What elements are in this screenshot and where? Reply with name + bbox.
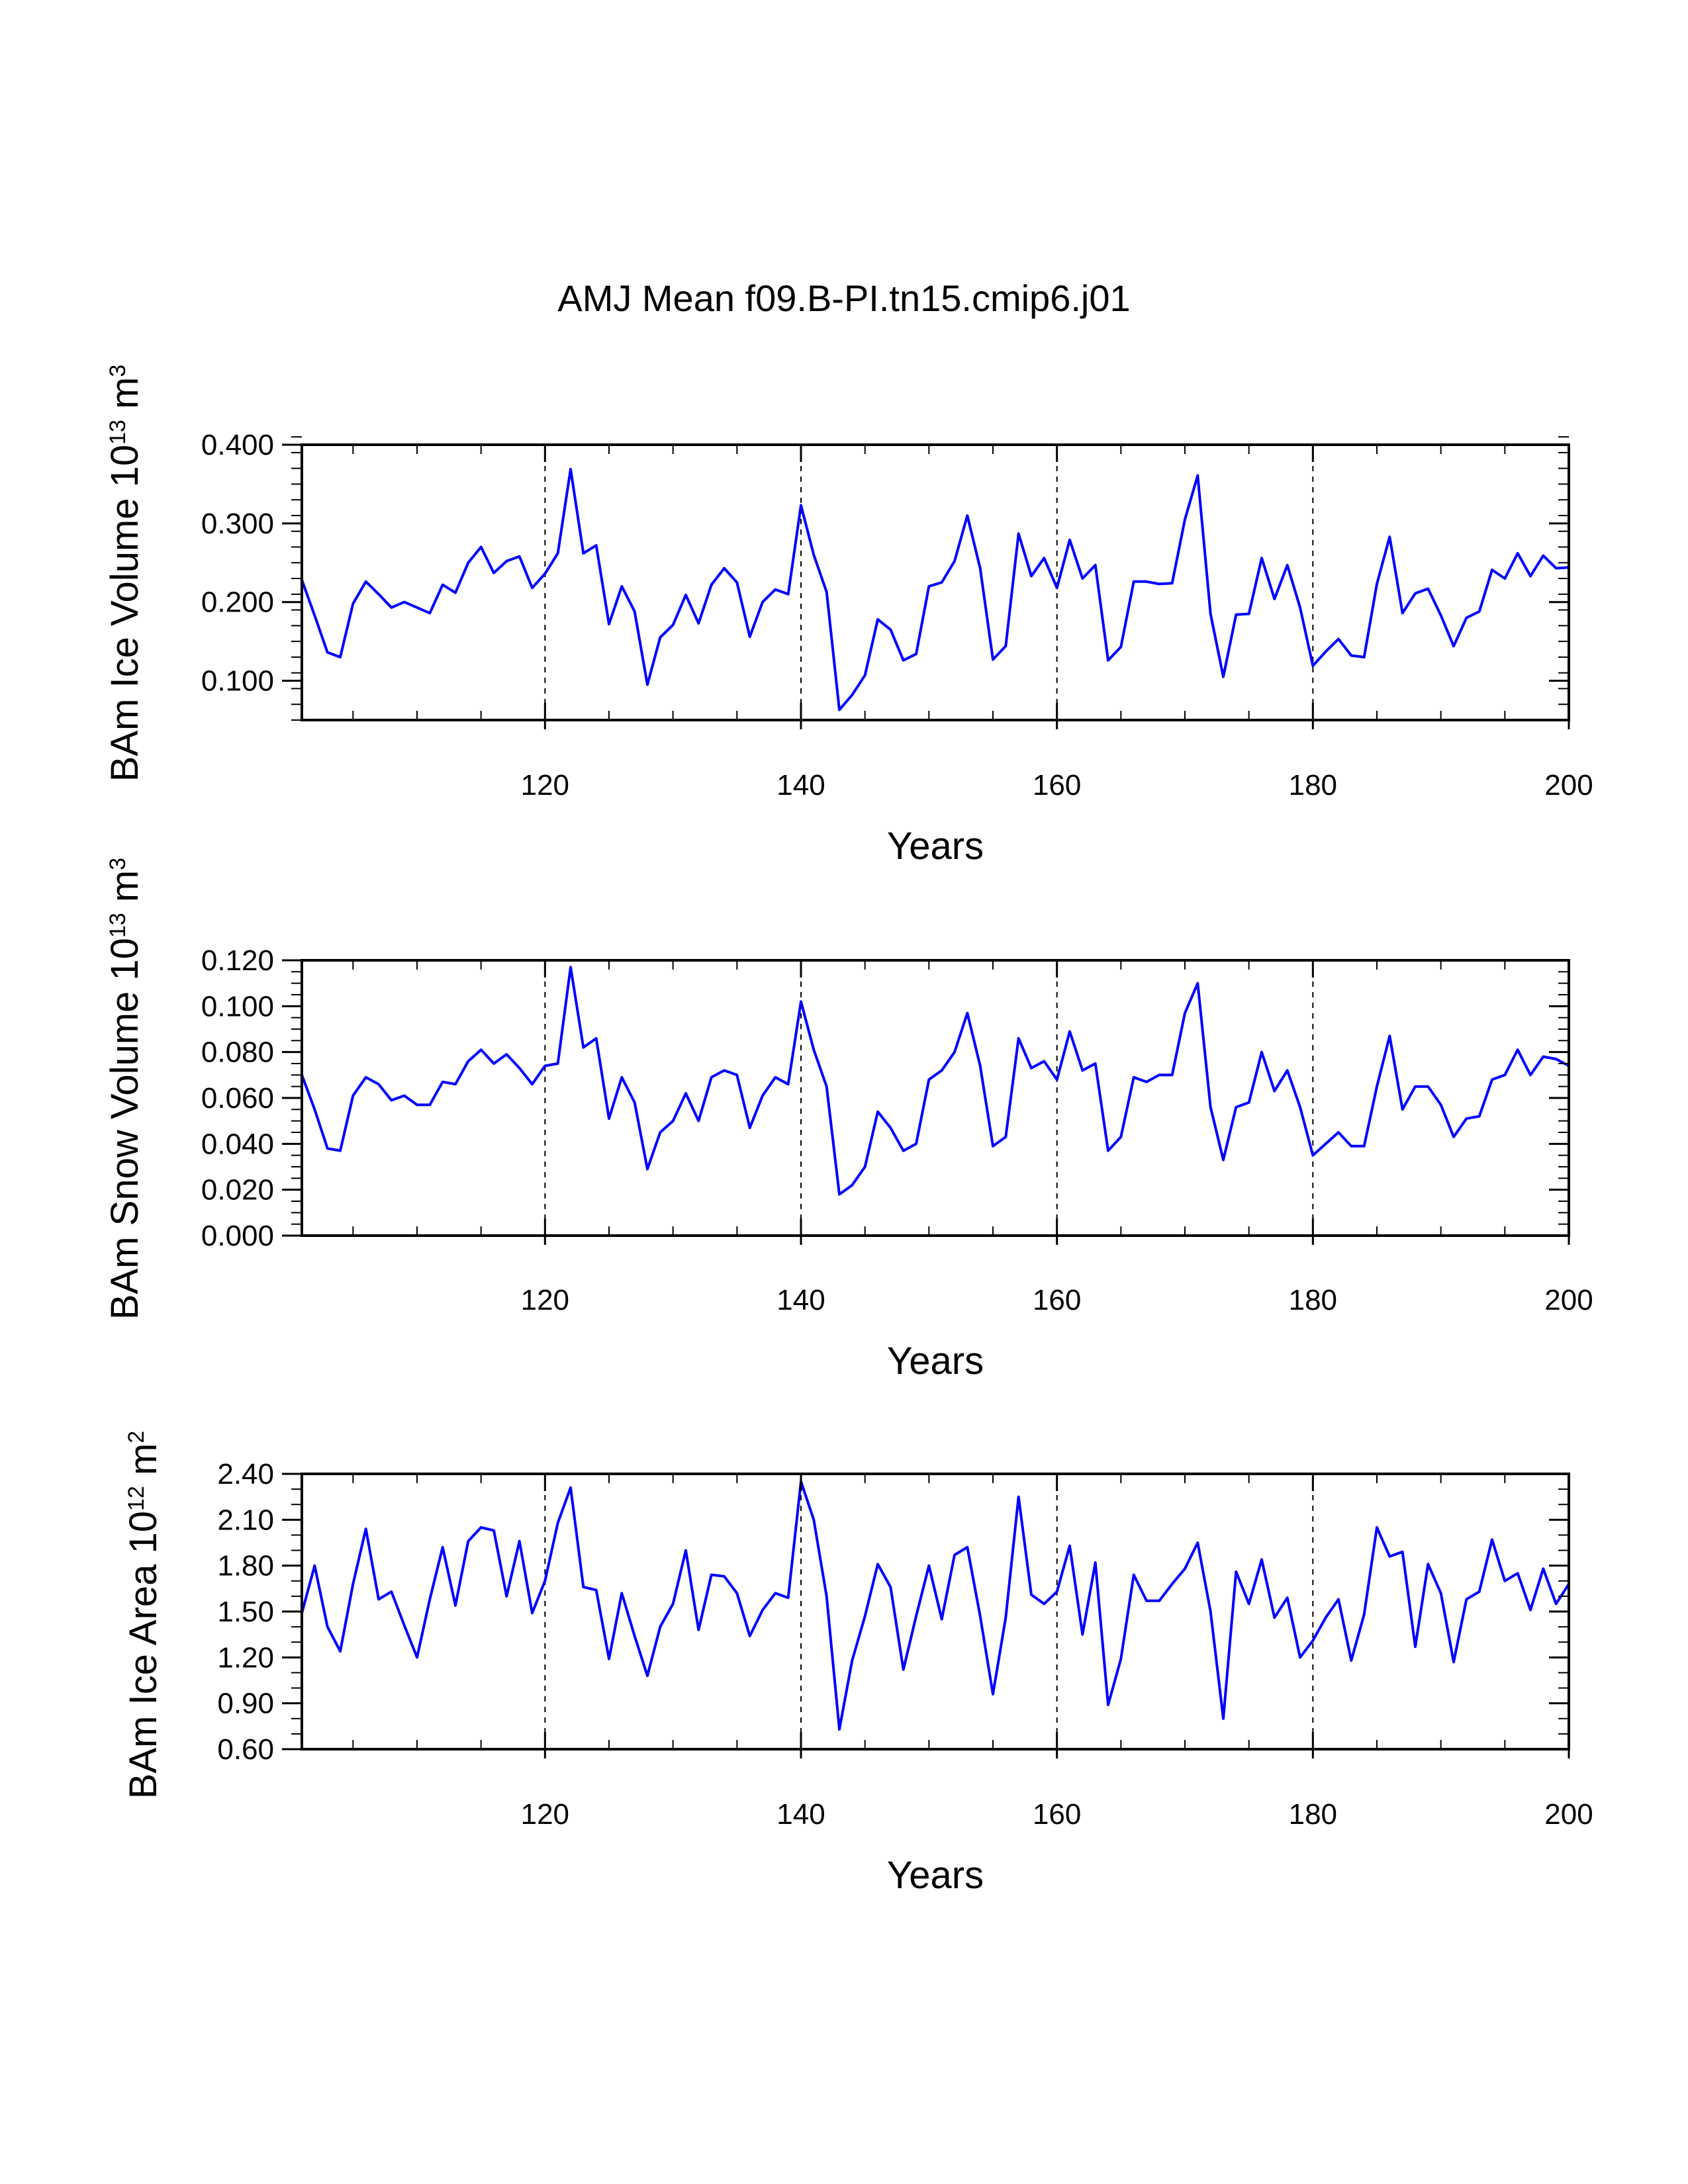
y-tick-label: 0.020 <box>201 1174 274 1206</box>
plot-frame <box>301 959 1570 1237</box>
x-axis-title: Years <box>887 825 984 868</box>
y-tick-label: 0.400 <box>201 429 274 461</box>
y-tick-label: 0.100 <box>201 990 274 1023</box>
y-tick-label: 2.10 <box>217 1504 274 1536</box>
y-tick-label: 0.080 <box>201 1036 274 1069</box>
y-tick-label: 0.120 <box>201 944 274 977</box>
x-tick-label: 200 <box>1544 1284 1593 1316</box>
y-tick-label: 0.100 <box>201 665 274 698</box>
data-line <box>301 467 1570 711</box>
y-tick-label: 1.50 <box>217 1596 274 1628</box>
x-tick-label: 180 <box>1289 769 1337 801</box>
x-tick-label: 200 <box>1544 1798 1593 1831</box>
y-tick-label: 0.040 <box>201 1128 274 1160</box>
x-tick-label: 140 <box>776 769 825 801</box>
data-line <box>301 1480 1570 1731</box>
y-axis-title: BAm Ice Area 1012 m2 <box>122 1431 165 1799</box>
y-tick-label: 1.80 <box>217 1550 274 1582</box>
y-tick-label: 1.20 <box>217 1641 274 1674</box>
plot-frame <box>301 1473 1570 1751</box>
plot-frame <box>301 443 1570 721</box>
x-tick-label: 180 <box>1289 1798 1337 1831</box>
x-axis-title: Years <box>887 1854 984 1897</box>
x-axis-title: Years <box>887 1340 984 1383</box>
x-tick-label: 140 <box>776 1284 825 1316</box>
y-tick-label: 0.60 <box>217 1733 274 1766</box>
x-tick-label: 120 <box>521 769 569 801</box>
x-tick-label: 160 <box>1033 769 1081 801</box>
y-tick-label: 0.90 <box>217 1688 274 1720</box>
x-tick-label: 120 <box>521 1284 569 1316</box>
y-tick-label: 2.40 <box>217 1458 274 1490</box>
panel-ice-area: 120 140 160 180 200 0.60 0.90 1.20 1.50 1.80 2.10 2… <box>122 1431 1593 1897</box>
y-tick-label: 0.000 <box>201 1220 274 1252</box>
data-line <box>301 966 1570 1196</box>
x-tick-label: 160 <box>1033 1798 1081 1831</box>
y-axis-title: BAm Snow Volume 1013 m3 <box>103 858 146 1320</box>
y-axis-title: BAm Ice Volume 1013 m3 <box>103 365 146 782</box>
y-tick-label: 0.200 <box>201 586 274 619</box>
panel-snow-volume: 120 140 160 180 200 0.000 0.020 0.040 0.060 0.080… <box>103 858 1593 1383</box>
y-tick-label: 0.300 <box>201 508 274 540</box>
x-tick-label: 200 <box>1544 769 1593 801</box>
x-tick-label: 140 <box>776 1798 825 1831</box>
y-tick-label: 0.060 <box>201 1082 274 1115</box>
panel-ice-volume: 120 140 160 180 200 0.100 0.200 0.300 0.400 Years… <box>103 365 1593 868</box>
figure-title: AMJ Mean f09.B-PI.tn15.cmip6.j01 <box>557 277 1130 319</box>
x-tick-label: 120 <box>521 1798 569 1831</box>
x-tick-label: 180 <box>1289 1284 1337 1316</box>
x-tick-label: 160 <box>1033 1284 1081 1316</box>
